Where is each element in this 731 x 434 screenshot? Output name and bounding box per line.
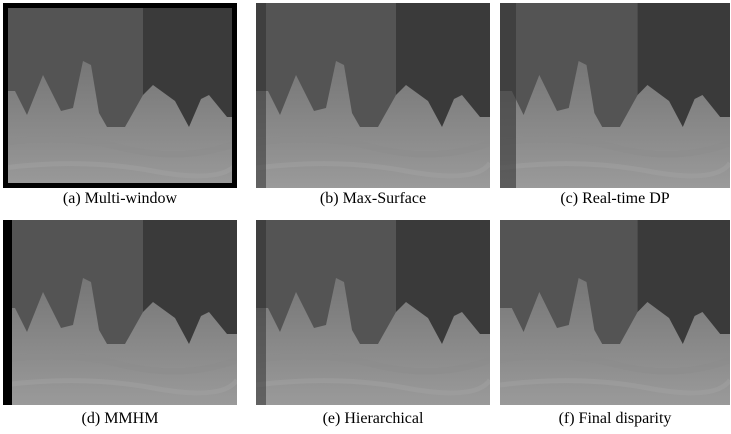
caption: (c) Real-time DP: [500, 190, 730, 208]
caption: (e) Hierarchical: [256, 410, 490, 428]
caption: (f) Final disparity: [500, 410, 730, 428]
caption: (b) Max-Surface: [256, 190, 490, 208]
caption: (a) Multi-window: [3, 190, 237, 208]
figure: (a) Multi-window (b) Max-Surface (c) Rea…: [0, 0, 731, 434]
disparity-image: [500, 3, 730, 188]
disparity-image: [500, 220, 730, 405]
caption: (d) MMHM: [3, 410, 237, 428]
disparity-image: [3, 220, 237, 405]
disparity-image: [256, 3, 490, 188]
disparity-image: [3, 3, 237, 188]
disparity-image: [256, 220, 490, 405]
